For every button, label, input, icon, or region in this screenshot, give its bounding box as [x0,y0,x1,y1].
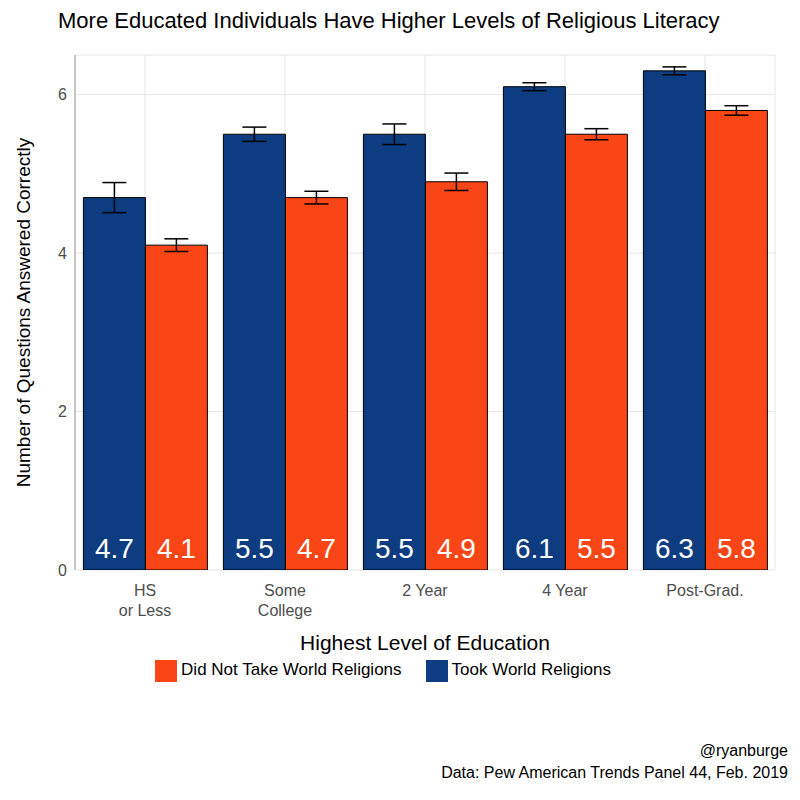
svg-text:5.5: 5.5 [235,533,274,564]
svg-text:2: 2 [58,403,67,420]
svg-text:6: 6 [58,86,67,103]
html-text:Data: Pew American Trends Pane: Data: Pew American Trends Panel 44, Feb.… [441,764,788,781]
svg-text:6.1: 6.1 [515,533,554,564]
svg-text:5.5: 5.5 [577,533,616,564]
svg-text:Post-Grad.: Post-Grad. [666,582,743,599]
svg-text:4.9: 4.9 [437,533,476,564]
svg-text:SomeCollege: SomeCollege [258,582,312,619]
svg-text:4 Year: 4 Year [542,582,588,599]
svg-text:4.1: 4.1 [157,533,196,564]
svg-text:5.5: 5.5 [375,533,414,564]
svg-text:Number of Questions Answered C: Number of Questions Answered Correctly [13,137,34,487]
html-text:@ryanburge: @ryanburge [699,742,788,759]
svg-text:6.3: 6.3 [655,533,694,564]
html-text:Did Not Take World Religions: Did Not Take World Religions [181,660,402,680]
svg-text:0: 0 [58,562,67,579]
svg-text:4: 4 [58,245,67,262]
svg-text:4.7: 4.7 [95,533,134,564]
svg-text:HSor Less: HSor Less [119,582,171,619]
html-text:Took World Religions: Took World Religions [451,660,611,680]
svg-text:4.7: 4.7 [297,533,336,564]
html-text:More Educated Individuals Have: More Educated Individuals Have Higher Le… [58,8,720,33]
svg-text:Highest Level of Education: Highest Level of Education [300,631,550,654]
svg-text:2 Year: 2 Year [402,582,448,599]
svg-text:5.8: 5.8 [717,533,756,564]
